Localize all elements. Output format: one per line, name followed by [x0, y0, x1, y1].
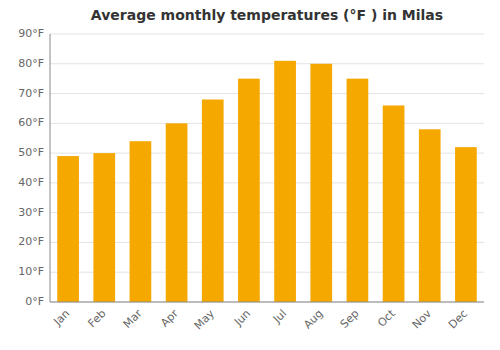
- bar: [166, 123, 188, 302]
- y-tick-label: 30°F: [18, 206, 44, 219]
- y-tick-label: 0°F: [25, 295, 44, 308]
- x-tick-label: Jan: [50, 307, 72, 329]
- bar: [274, 61, 296, 302]
- x-tick-label: Oct: [375, 307, 398, 330]
- bar: [455, 147, 477, 302]
- y-tick-label: 80°F: [18, 57, 44, 70]
- x-tick-label: Apr: [158, 307, 181, 330]
- y-tick-label: 60°F: [18, 116, 44, 129]
- bar: [93, 153, 115, 302]
- bar: [383, 105, 405, 302]
- y-axis-line: [50, 34, 51, 302]
- x-tick-label: Nov: [410, 307, 435, 332]
- x-tick-label: Mar: [121, 307, 145, 331]
- x-tick-label: Sep: [338, 307, 362, 331]
- bar: [419, 129, 441, 302]
- bar: [130, 141, 152, 302]
- x-tick-label: Aug: [301, 307, 325, 331]
- x-tick-label: May: [192, 307, 218, 333]
- x-axis-line: [50, 302, 484, 303]
- bar: [347, 79, 369, 302]
- grid-line: [50, 63, 484, 64]
- y-tick-label: 50°F: [18, 146, 44, 159]
- grid-line: [50, 93, 484, 94]
- x-tick-label: Jun: [231, 307, 253, 329]
- y-axis: 0°F 10°F 20°F 30°F 40°F 50°F 60°F 70°F 80°F 90°F: [18, 27, 44, 308]
- bar: [57, 156, 79, 302]
- y-tick-label: 90°F: [18, 27, 44, 40]
- bar: [238, 79, 260, 302]
- grid-line: [50, 123, 484, 124]
- bars: [57, 61, 477, 302]
- y-tick-label: 40°F: [18, 176, 44, 189]
- title: Average monthly temperatures (°F ) in Mi…: [91, 7, 443, 23]
- x-axis: Jan Feb Mar Apr May Jun Jul Aug Sep Oct Nov Dec: [50, 307, 470, 333]
- x-tick-label: Feb: [86, 307, 109, 330]
- bar: [310, 64, 332, 302]
- chart-container: Average monthly temperatures (°F ) in Mi…: [0, 0, 500, 350]
- page: {"chart_data": {"type": "bar", "title": …: [0, 0, 500, 350]
- bar: [202, 100, 224, 302]
- grid-line: [50, 34, 484, 35]
- y-tick-label: 70°F: [18, 87, 44, 100]
- x-tick-label: Jul: [270, 307, 289, 326]
- y-tick-label: 20°F: [18, 235, 44, 248]
- grid: [50, 34, 484, 302]
- grid-line: [50, 302, 484, 303]
- x-tick-label: Dec: [446, 307, 470, 331]
- y-tick-label: 10°F: [18, 265, 44, 278]
- chart-svg: Average monthly temperatures (°F ) in Mi…: [0, 0, 500, 350]
